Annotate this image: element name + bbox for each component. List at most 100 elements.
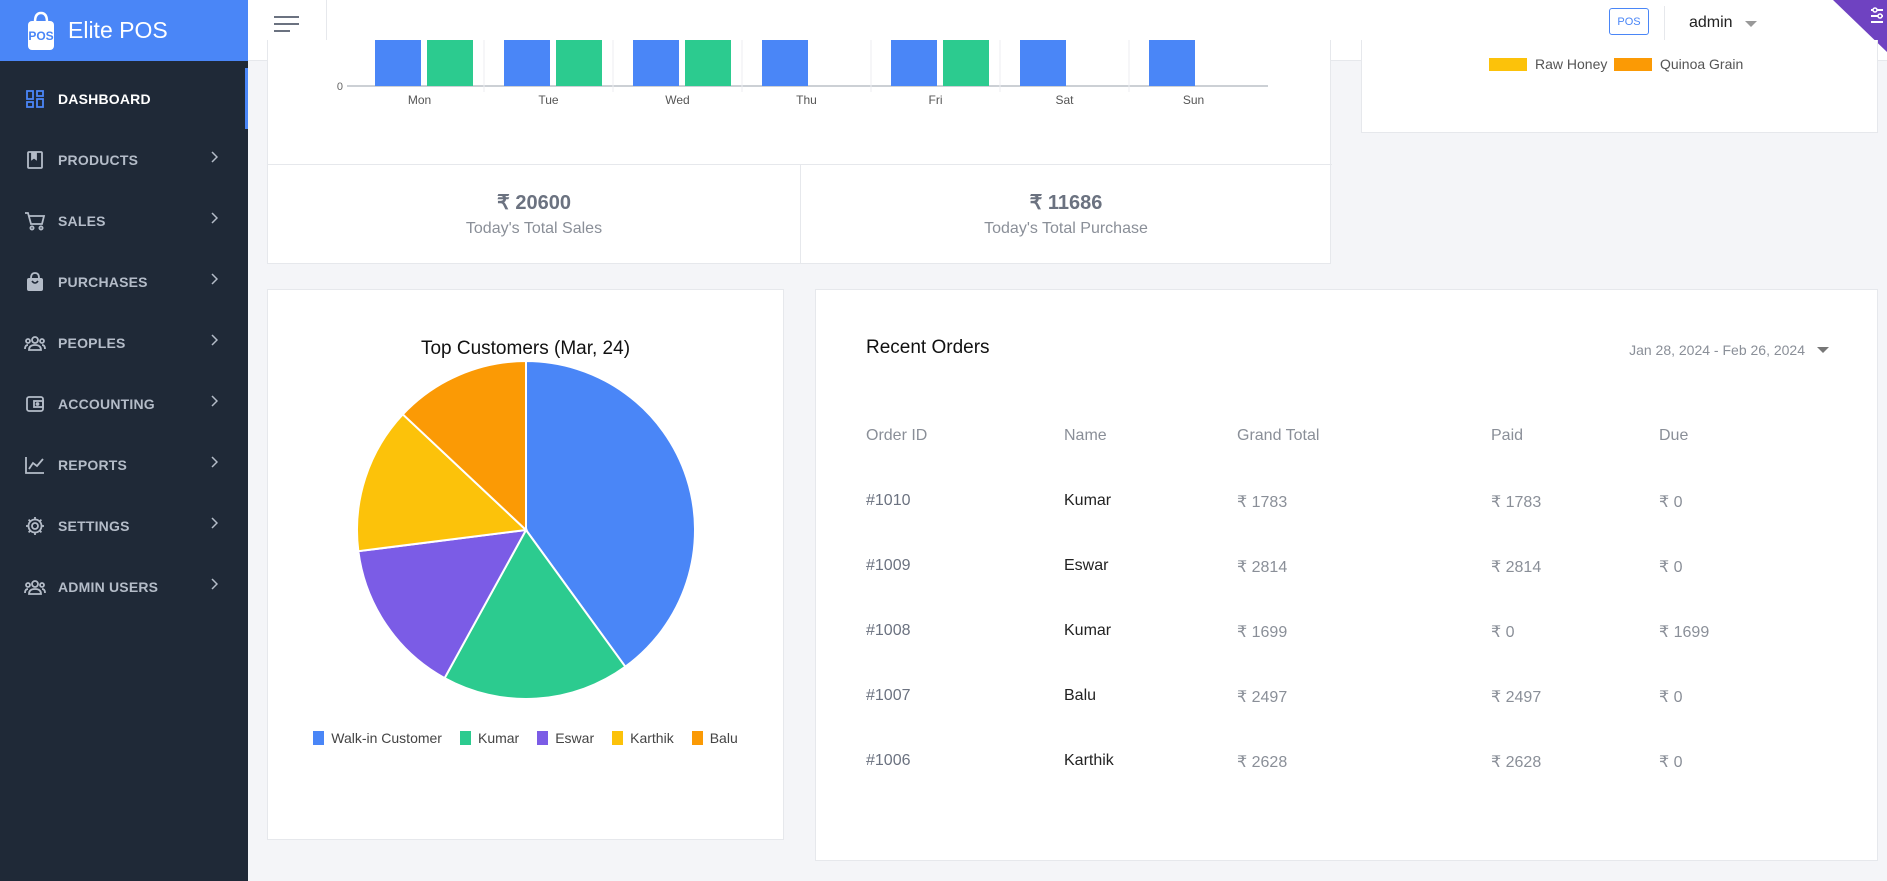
- legend-label: Karthik: [630, 730, 674, 746]
- menu-toggle-icon[interactable]: [274, 14, 300, 34]
- bar[interactable]: [943, 40, 989, 86]
- paid-amount: ₹ 1783: [1491, 494, 1542, 511]
- sidebar-item-label: ACCOUNTING: [58, 395, 155, 412]
- top-customers-card: Top Customers (Mar, 24) Walk-in Customer…: [267, 289, 784, 840]
- bar[interactable]: [633, 40, 679, 86]
- top-products-card: Raw Honey Quinoa Grain: [1361, 40, 1878, 133]
- pie-legend: Walk-in Customer Kumar Eswar Karthik Bal…: [268, 730, 783, 762]
- sidebar-item-dashboard[interactable]: DASHBOARD: [0, 68, 248, 129]
- bar[interactable]: [556, 40, 602, 86]
- bar[interactable]: [762, 40, 808, 86]
- bag-icon: [24, 271, 46, 293]
- sidebar-item-purchases[interactable]: PURCHASES: [0, 251, 248, 312]
- stats-divider-vertical: [800, 164, 801, 264]
- pie-slice[interactable]: [525, 360, 696, 669]
- pie-slice[interactable]: [443, 528, 627, 700]
- order-id[interactable]: #1006: [866, 752, 911, 769]
- pie-slice[interactable]: [357, 528, 528, 680]
- stat-today-sales: ₹ 20600 Today's Total Sales: [268, 164, 800, 264]
- order-id[interactable]: #1008: [866, 622, 911, 639]
- bar[interactable]: [375, 40, 421, 86]
- date-range-text: Jan 28, 2024 - Feb 26, 2024: [1629, 342, 1805, 358]
- legend-item: Quinoa Grain: [1614, 56, 1743, 72]
- pie-slice[interactable]: [356, 412, 529, 553]
- legend-label: Quinoa Grain: [1660, 56, 1744, 72]
- sidebar-item-settings[interactable]: SETTINGS: [0, 495, 248, 556]
- sidebar-item-label: PURCHASES: [58, 273, 148, 290]
- sidebar-item-sales[interactable]: SALES: [0, 190, 248, 251]
- stat-label: Today's Total Purchase: [984, 220, 1148, 237]
- legend-swatch: [1489, 57, 1527, 71]
- x-tick-label: Sun: [1183, 93, 1204, 107]
- chevron-down-icon: [1817, 347, 1829, 353]
- x-tick-label: Fri: [929, 93, 943, 107]
- legend-swatch: [612, 731, 624, 745]
- pie-slice[interactable]: [401, 360, 527, 533]
- sidebar-item-admin-users[interactable]: ADMIN USERS: [0, 556, 248, 617]
- date-range-picker[interactable]: Jan 28, 2024 - Feb 26, 2024: [1629, 342, 1829, 358]
- bar[interactable]: [685, 40, 731, 86]
- chevron-down-icon: [1744, 21, 1757, 27]
- bar[interactable]: [1149, 40, 1195, 86]
- chevron-right-icon: [211, 151, 218, 163]
- y-tick-label: 0: [337, 81, 343, 93]
- user-name: admin: [1689, 14, 1733, 31]
- book-icon: [24, 149, 46, 171]
- settings-corner-icon[interactable]: [1833, 0, 1887, 52]
- legend-item[interactable]: Kumar: [459, 730, 519, 746]
- stat-today-purchase: ₹ 11686 Today's Total Purchase: [800, 164, 1332, 264]
- user-menu[interactable]: admin: [1689, 14, 1757, 32]
- legend-item: Raw Honey: [1489, 56, 1607, 72]
- due-amount: ₹ 0: [1659, 754, 1683, 771]
- legend-label: Raw Honey: [1535, 56, 1608, 72]
- x-tick-label: Wed: [665, 93, 689, 107]
- sidebar-item-label: SALES: [58, 212, 106, 229]
- legend-swatch: [691, 731, 703, 745]
- brand[interactable]: POS Elite POS: [0, 0, 248, 61]
- people-icon: [24, 332, 46, 354]
- x-tick-label: Mon: [408, 93, 431, 107]
- topbar-separator: [1664, 6, 1665, 40]
- paid-amount: ₹ 2497: [1491, 689, 1542, 706]
- app-title: Elite POS: [68, 17, 168, 43]
- pie-chart: [356, 360, 696, 700]
- chevron-right-icon: [211, 273, 218, 285]
- chart-line-icon: [24, 454, 46, 476]
- bar[interactable]: [504, 40, 550, 86]
- chevron-right-icon: [211, 212, 218, 224]
- grand-total: ₹ 2814: [1237, 559, 1288, 576]
- legend-item[interactable]: Walk-in Customer: [313, 730, 442, 746]
- legend-label: Eswar: [555, 730, 595, 746]
- sidebar-item-peoples[interactable]: PEOPLES: [0, 312, 248, 373]
- sidebar-item-label: ADMIN USERS: [58, 578, 159, 595]
- stat-value: ₹ 11686: [1029, 192, 1103, 214]
- order-id[interactable]: #1007: [866, 687, 911, 704]
- legend-item[interactable]: Eswar: [537, 730, 594, 746]
- customer-name: Karthik: [1064, 752, 1114, 769]
- chevron-right-icon: [211, 578, 218, 590]
- sidebar-item-products[interactable]: PRODUCTS: [0, 129, 248, 190]
- order-id[interactable]: #1010: [866, 492, 911, 509]
- orders-title: Recent Orders: [866, 337, 990, 358]
- column-header: Due: [1659, 427, 1689, 444]
- order-id[interactable]: #1009: [866, 557, 911, 574]
- chevron-right-icon: [211, 517, 218, 529]
- due-amount: ₹ 0: [1659, 559, 1683, 576]
- column-header: Grand Total: [1237, 427, 1320, 444]
- customer-name: Kumar: [1064, 492, 1112, 509]
- legend-item[interactable]: Balu: [691, 730, 738, 746]
- due-amount: ₹ 1699: [1659, 624, 1710, 641]
- sidebar-item-accounting[interactable]: ACCOUNTING: [0, 373, 248, 434]
- admin-users-icon: [24, 576, 46, 598]
- bar[interactable]: [1020, 40, 1066, 86]
- bar[interactable]: [427, 40, 473, 86]
- sidebar-item-reports[interactable]: REPORTS: [0, 434, 248, 495]
- bar[interactable]: [891, 40, 937, 86]
- paid-amount: ₹ 2814: [1491, 559, 1542, 576]
- legend-item[interactable]: Karthik: [612, 730, 674, 746]
- sidebar-item-label: PRODUCTS: [58, 151, 139, 168]
- pos-button[interactable]: POS: [1609, 8, 1649, 35]
- x-tick-label: Tue: [538, 93, 559, 107]
- stat-label: Today's Total Sales: [465, 220, 603, 237]
- cart-icon: [24, 210, 46, 232]
